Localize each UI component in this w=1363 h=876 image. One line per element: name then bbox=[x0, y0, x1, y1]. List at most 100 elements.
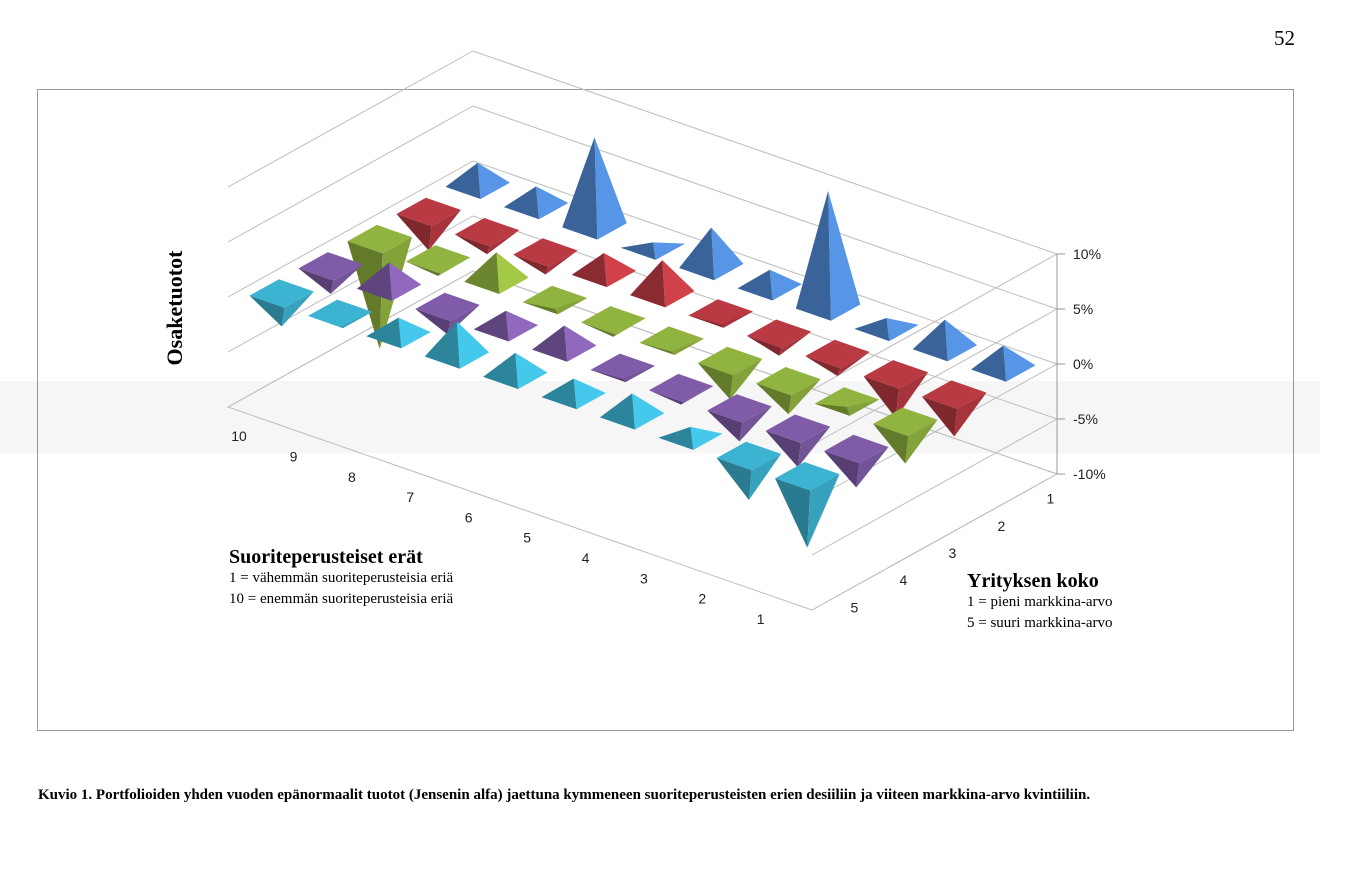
pyramid-face-left bbox=[536, 186, 569, 220]
pyramid-mark bbox=[971, 345, 1036, 382]
pyramid-mark bbox=[445, 162, 510, 199]
pyramid-face-front bbox=[648, 390, 684, 405]
pyramid-top bbox=[307, 299, 373, 329]
pyramid-top bbox=[590, 353, 655, 383]
pyramid-mark bbox=[532, 325, 597, 362]
pyramid-mark bbox=[571, 253, 637, 288]
pyramid-face-left bbox=[1003, 345, 1036, 382]
pyramid-face-left bbox=[954, 392, 987, 437]
pyramid-mark bbox=[912, 319, 978, 362]
pyramid-face-front bbox=[746, 335, 782, 356]
pyramid-face-left bbox=[730, 358, 763, 400]
pyramid-mark bbox=[648, 373, 714, 405]
pyramid-face-front bbox=[405, 261, 441, 276]
pyramid-face-front bbox=[590, 369, 626, 383]
pyramid-mark bbox=[562, 137, 627, 240]
pyramid-top bbox=[756, 367, 821, 396]
pyramid-mark bbox=[503, 186, 569, 220]
pyramid-face-left bbox=[622, 365, 655, 383]
pyramid-face-left bbox=[564, 325, 597, 362]
pyramid-mark bbox=[620, 242, 686, 260]
pyramid-face-left bbox=[398, 317, 431, 349]
pyramid-mark bbox=[765, 414, 831, 468]
pyramid-top bbox=[805, 339, 870, 369]
size-legend-line-1: 1 = pieni markkina-arvo bbox=[967, 594, 1113, 610]
pyramid-mark bbox=[756, 367, 821, 415]
pyramid-mark bbox=[639, 326, 704, 355]
z-tick-label: 0% bbox=[1073, 356, 1093, 372]
pyramid-face-left bbox=[846, 399, 880, 416]
x-tick-label: 8 bbox=[348, 469, 356, 485]
pyramid-top bbox=[707, 394, 772, 423]
pyramid-face-front bbox=[814, 403, 850, 416]
pyramid-mark bbox=[483, 352, 548, 389]
back-wall-gridline bbox=[472, 50, 1058, 255]
pyramid-face-front bbox=[464, 252, 500, 294]
pyramid-face-left bbox=[330, 264, 363, 294]
pyramid-mark bbox=[473, 310, 539, 342]
pyramid-mark bbox=[737, 269, 802, 301]
pyramid-face-front bbox=[424, 321, 460, 369]
pyramid-face-left bbox=[690, 426, 723, 450]
figure-caption: Kuvio 1. Portfolioiden yhden vuoden epän… bbox=[38, 787, 1091, 803]
pyramid-top bbox=[922, 380, 987, 409]
pyramid-face-front bbox=[620, 242, 656, 260]
pyramid-face-left bbox=[905, 419, 938, 464]
back-wall-gridline bbox=[472, 160, 1058, 365]
pyramid-top bbox=[688, 299, 753, 328]
pyramid-face-front bbox=[854, 318, 890, 342]
pyramid-mark bbox=[658, 426, 723, 450]
left-wall-gridline bbox=[227, 160, 474, 298]
z-tick-label: 5% bbox=[1073, 301, 1093, 317]
pyramid-face-front bbox=[873, 423, 909, 464]
pyramid-face-left bbox=[545, 250, 578, 275]
pyramid-face-front bbox=[541, 378, 577, 410]
pyramid-face-left bbox=[788, 379, 821, 415]
x-tick-label: 10 bbox=[231, 428, 247, 444]
pyramid-face-left bbox=[779, 331, 812, 356]
pyramid-face-front bbox=[503, 186, 539, 220]
pyramid-face-left bbox=[711, 227, 744, 281]
floor-outline bbox=[226, 270, 1059, 611]
pyramid-face-front bbox=[688, 315, 724, 328]
pyramid-face-front bbox=[473, 310, 509, 342]
pyramid-face-front bbox=[249, 295, 285, 327]
chart-frame bbox=[37, 89, 1294, 731]
pyramid-face-front bbox=[483, 352, 519, 389]
pyramid-face-front bbox=[396, 214, 432, 251]
z-tick-label: -10% bbox=[1073, 466, 1106, 482]
pyramid-face-left bbox=[594, 137, 627, 240]
pyramid-face-left bbox=[739, 406, 772, 442]
series-axis-ticks: 1 2 3 4 5 bbox=[851, 491, 1055, 616]
pyramid-face-left bbox=[613, 318, 646, 337]
size-legend: Yrityksen koko 1 = pieni markkina-arvo 5… bbox=[967, 571, 1113, 634]
series-tick-label: 4 bbox=[900, 572, 908, 588]
pyramid-top bbox=[697, 346, 763, 376]
pyramid-face-left bbox=[807, 474, 840, 548]
pyramid-mark bbox=[424, 321, 490, 369]
pyramid-face-left bbox=[477, 162, 510, 199]
x-tick-label: 6 bbox=[465, 509, 473, 525]
pyramid-face-left bbox=[681, 386, 714, 405]
series-tick-label: 5 bbox=[851, 599, 859, 615]
pyramid-face-front bbox=[863, 376, 899, 419]
pyramid-mark bbox=[697, 346, 763, 400]
x-tick-label: 4 bbox=[582, 550, 590, 566]
pyramid-mark bbox=[405, 245, 471, 276]
x-tick-label: 3 bbox=[640, 570, 648, 586]
pyramid-mark bbox=[795, 191, 861, 321]
pyramid-face-left bbox=[389, 262, 422, 301]
side-wall-gridline bbox=[811, 363, 1058, 501]
pyramid-face-left bbox=[573, 378, 606, 410]
pyramid-top bbox=[873, 407, 938, 437]
x-tick-label: 7 bbox=[406, 489, 414, 505]
pyramid-mark bbox=[513, 238, 578, 275]
pyramid-mark bbox=[707, 394, 772, 442]
page-number: 52 bbox=[1274, 26, 1295, 50]
pyramid-top bbox=[765, 414, 831, 443]
pyramid-face-left bbox=[886, 318, 919, 342]
pyramid-top bbox=[775, 462, 840, 491]
pyramid-face-left bbox=[456, 321, 490, 369]
pyramid-top bbox=[513, 238, 578, 267]
